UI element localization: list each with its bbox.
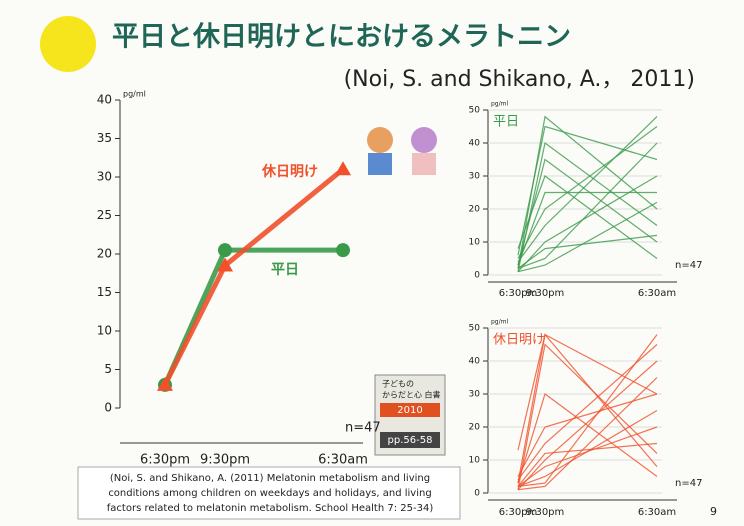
reference: conditions among children on weekdays an…	[108, 488, 431, 499]
y-tick-label: 10	[97, 324, 112, 338]
series-line	[517, 333, 658, 451]
y-unit: pg/ml	[491, 101, 508, 108]
series-line	[517, 377, 658, 491]
series-line	[517, 191, 657, 266]
book-text: 2010	[397, 405, 422, 416]
series-line	[517, 142, 658, 269]
y-tick-label: 40	[469, 139, 481, 149]
x-tick-label: 9:30pm	[526, 288, 565, 299]
series-label: 休日明け	[261, 163, 318, 180]
note: n=47	[345, 421, 381, 436]
y-tick-label: 30	[469, 390, 481, 400]
series-line	[517, 115, 658, 269]
series-line	[517, 234, 658, 269]
y-tick-label: 0	[474, 489, 480, 499]
series-line	[517, 393, 658, 484]
marker	[336, 243, 350, 258]
y-tick-label: 25	[97, 208, 112, 222]
series-line	[517, 125, 658, 256]
series-line	[517, 116, 658, 263]
series-line	[517, 201, 658, 273]
series-line	[517, 334, 658, 487]
book-text: からだと心 白書	[382, 390, 441, 400]
book-text: pp.56-58	[388, 435, 433, 446]
x-tick-label: 6:30pm	[499, 507, 538, 518]
x-tick-label: 6:30pm	[499, 288, 538, 299]
series-line	[517, 442, 658, 487]
y-tick-label: 50	[469, 106, 481, 116]
marker	[157, 376, 173, 391]
y-tick-label: 40	[97, 93, 112, 107]
x-tick-label: 9:30pm	[200, 453, 250, 468]
reference: (Noi, S. and Shikano, A. (2011) Melatoni…	[110, 473, 430, 484]
book-text: 子どもの	[382, 380, 414, 389]
series-line	[517, 409, 658, 487]
series-line	[517, 426, 658, 487]
series-line	[517, 393, 658, 477]
y-tick-label: 5	[104, 362, 112, 376]
marker	[335, 161, 351, 176]
note: n=47	[675, 260, 702, 271]
y-unit: pg/ml	[491, 319, 508, 326]
series-line	[517, 141, 658, 272]
book: 子どもの からだと心 白書 2010 pp.56-58	[374, 374, 446, 456]
chart-title: 休日明け	[493, 333, 545, 348]
y-tick-label: 20	[469, 423, 481, 433]
y-tick-label: 10	[469, 238, 481, 248]
marker	[217, 257, 233, 272]
series-line	[517, 344, 658, 481]
citation: (Noi, S. and Shikano, A.， 2011)	[344, 67, 695, 92]
x-tick-label: 9:30pm	[526, 507, 565, 518]
y-tick-label: 20	[469, 205, 481, 215]
page-number: 9	[710, 505, 717, 518]
chart-title: 平日	[493, 115, 519, 130]
y-tick-label: 10	[469, 456, 481, 466]
sun-icon	[40, 16, 96, 72]
series-line	[517, 343, 658, 490]
y-tick-label: 0	[474, 271, 480, 281]
y-tick-label: 15	[97, 285, 112, 299]
x-tick-label: 6:30am	[638, 288, 676, 299]
y-tick-label: 50	[469, 324, 481, 334]
y-tick-label: 35	[97, 131, 112, 145]
y-tick-label: 30	[469, 172, 481, 182]
series-line	[517, 175, 658, 259]
reference-box	[77, 466, 461, 520]
marker	[218, 243, 232, 258]
illustration	[367, 127, 437, 175]
y-tick-label: 0	[104, 401, 112, 415]
y-tick-label: 20	[97, 247, 112, 261]
y-tick-label: 40	[469, 357, 481, 367]
y-tick-label: 30	[97, 170, 112, 184]
reference: factors related to melatonin metabolism.…	[107, 503, 434, 514]
note: n=47	[675, 478, 702, 489]
x-tick-label: 6:30am	[638, 507, 676, 518]
x-tick-label: 6:30pm	[140, 453, 190, 468]
series-label: 平日	[271, 262, 299, 278]
slide-title: 平日と休日明けとにおけるメラトニン	[112, 22, 571, 53]
y-unit: pg/ml	[123, 90, 146, 99]
x-tick-label: 6:30am	[318, 453, 368, 468]
